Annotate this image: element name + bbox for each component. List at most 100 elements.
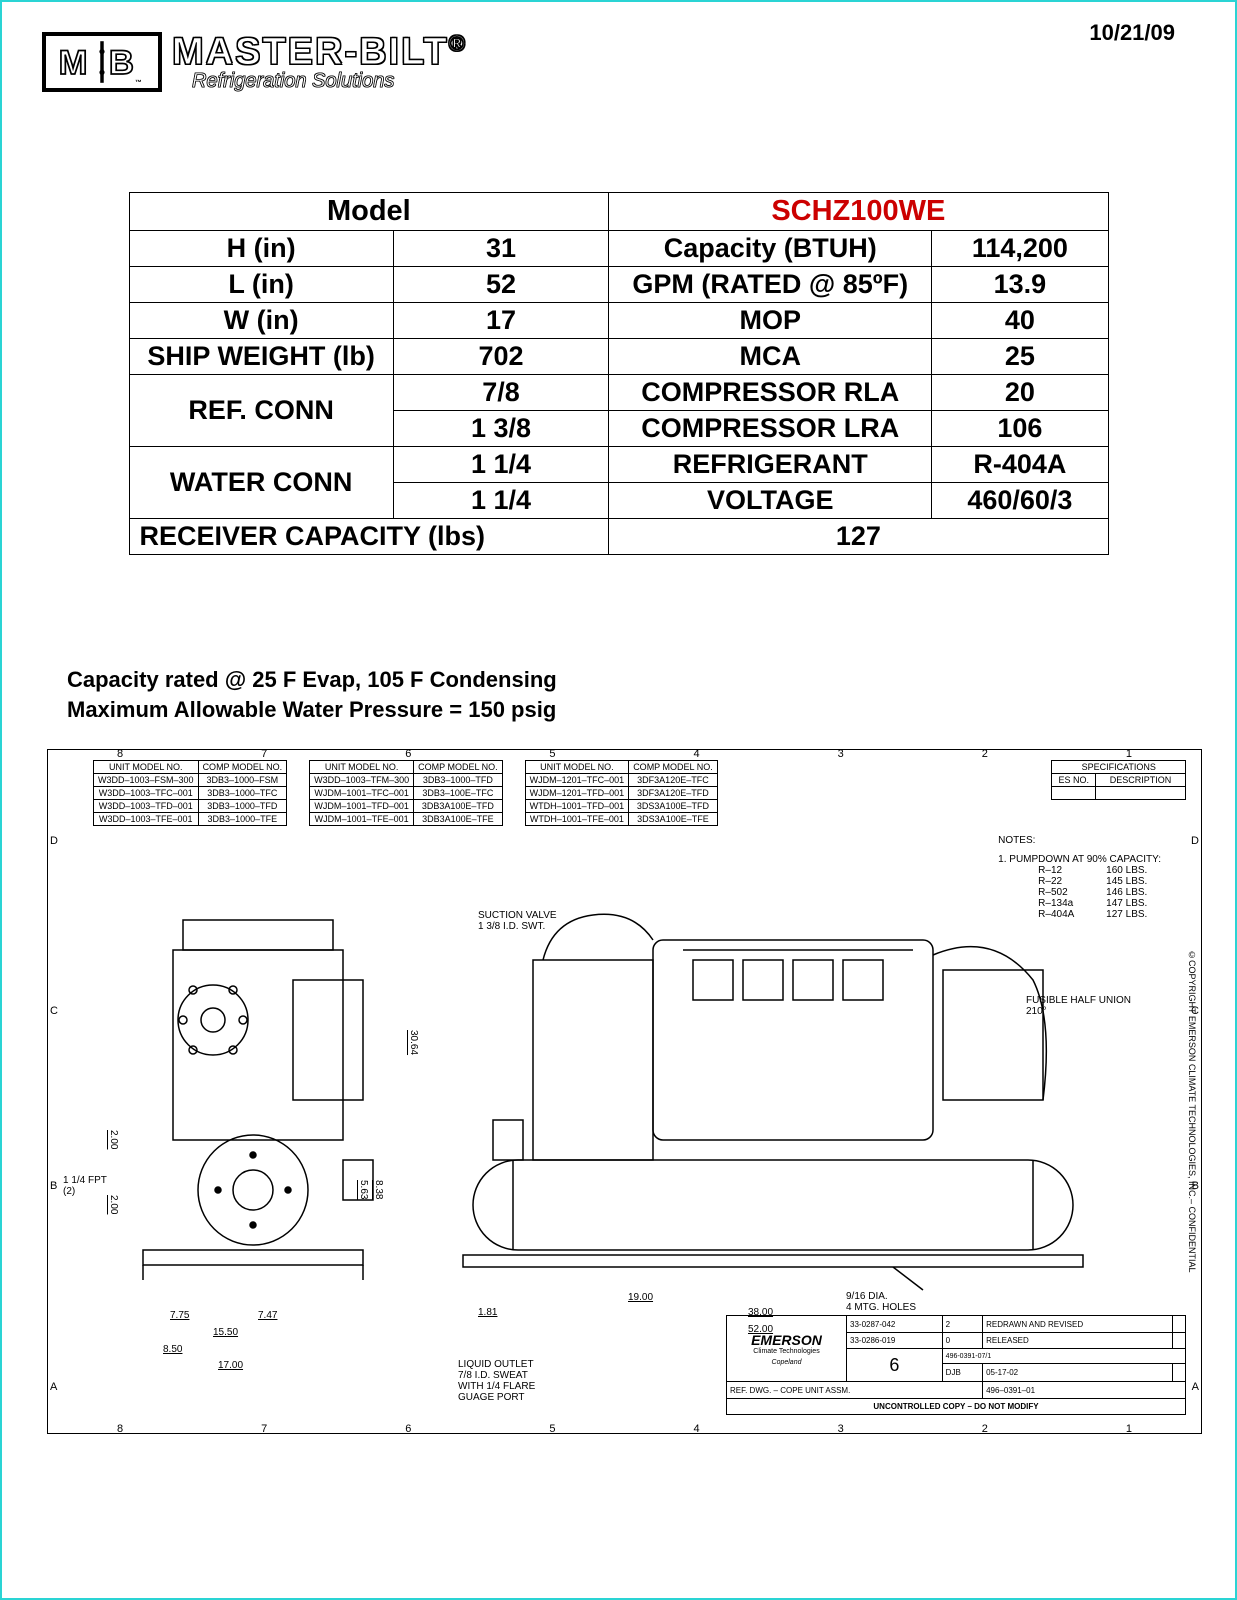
svg-text:B: B [109,44,133,82]
dim: 2.00 [108,1195,119,1214]
dwg-no: 496–0391–01 [983,1382,1186,1399]
doc-date: 10/21/09 [1089,20,1175,46]
spec-rla-val: 20 [932,375,1108,411]
spec-waterconn-1: 1 1/4 [393,447,608,483]
grid-n: 7 [261,748,267,760]
model-table: UNIT MODEL NO.COMP MODEL NO.WJDM–1201–TF… [525,760,718,826]
specs-hdr: SPECIFICATIONS [1052,761,1186,774]
notes-hdr: NOTES: [998,835,1161,846]
spec-w-val: 17 [393,303,608,339]
grid-l: A [50,1381,57,1393]
spec-gpm-lbl: GPM (RATED @ 85ºF) [609,267,932,303]
spec-refrig-lbl: REFRIGERANT [609,447,932,483]
spec-mca-lbl: MCA [609,339,932,375]
spec-mop-lbl: MOP [609,303,932,339]
spec-cap-val: 114,200 [932,231,1108,267]
spec-l-val: 52 [393,267,608,303]
spec-refconn-1: 7/8 [393,375,608,411]
model-table: UNIT MODEL NO.COMP MODEL NO.W3DD–1003–FS… [93,760,287,826]
model-table: UNIT MODEL NO.COMP MODEL NO.W3DD–1003–TF… [309,760,503,826]
grid-bot: 8 7 6 5 4 3 2 1 [48,1423,1201,1435]
dim: 19.00 [628,1292,653,1303]
dim: 8.50 [163,1344,182,1355]
rev-desc: RELEASED [983,1332,1173,1349]
grid-l: D [1191,835,1199,847]
spec-refrig-val: R-404A [932,447,1108,483]
engineering-drawing: 8 7 6 5 4 3 2 1 8 7 6 5 4 3 2 1 D D C C … [47,749,1202,1434]
grid-n: 5 [549,1423,555,1435]
six: 6 [847,1349,943,1382]
spec-h-lbl: H (in) [129,231,393,267]
callout-suction: SUCTION VALVE 1 3/8 I.D. SWT. [478,910,557,932]
rev: 33-0286-019 [847,1332,943,1349]
spec-volt-val: 460/60/3 [932,483,1108,519]
spec-refconn-lbl: REF. CONN [129,375,393,447]
unit-assembly-drawing [93,860,1113,1330]
svg-text:M: M [59,44,86,82]
brand: Copeland [730,1359,843,1366]
rev-desc: REDRAWN AND REVISED [983,1316,1173,1333]
note-line-2: Maximum Allowable Water Pressure = 150 p… [67,695,1195,725]
callout-liquid: LIQUID OUTLET 7/8 I.D. SWEAT WITH 1/4 FL… [458,1359,535,1403]
spec-h-val: 31 [393,231,608,267]
spec-receiver-val: 127 [609,519,1108,555]
fmt: 496-0391-07/1 [942,1349,1185,1364]
spec-l-lbl: L (in) [129,267,393,303]
dim: 2.00 [108,1130,119,1149]
spec-ship-val: 702 [393,339,608,375]
grid-l: D [50,835,58,847]
note-line-1: Capacity rated @ 25 F Evap, 105 F Conden… [67,665,1195,695]
spec-receiver-lbl: RECEIVER CAPACITY (lbs) [129,519,609,555]
specs-col: DESCRIPTION [1096,774,1186,787]
model-number-tables: UNIT MODEL NO.COMP MODEL NO.W3DD–1003–FS… [93,760,718,826]
brand-tagline: Refrigeration Solutions [192,71,467,91]
spec-ship-lbl: SHIP WEIGHT (lb) [129,339,393,375]
grid-l: C [50,1005,58,1017]
spec-volt-lbl: VOLTAGE [609,483,932,519]
callout-fusible: FUSIBLE HALF UNION 210° [1026,995,1131,1017]
trademark: ® [449,31,467,56]
spec-gpm-val: 13.9 [932,267,1108,303]
spec-w-lbl: W (in) [129,303,393,339]
spec-mop-val: 40 [932,303,1108,339]
page: 10/21/09 M B ™ MASTER-BILT® Refrigeratio… [0,0,1237,1600]
grid-top: 8 7 6 5 4 3 2 1 [48,748,1201,760]
spec-lra-lbl: COMPRESSOR LRA [609,411,932,447]
callout-fpt: 1 1/4 FPT (2) [63,1175,107,1197]
grid-n: 5 [549,748,555,760]
uncontrolled: UNCONTROLLED COPY – DO NOT MODIFY [727,1398,1186,1415]
dim: 17.00 [218,1360,243,1371]
spec-waterconn-lbl: WATER CONN [129,447,393,519]
grid-n: 3 [838,748,844,760]
specifications-block: SPECIFICATIONS ES NO.DESCRIPTION [1051,760,1186,800]
grid-l: A [1192,1381,1199,1393]
grid-n: 8 [117,1423,123,1435]
specs-col: ES NO. [1052,774,1096,787]
model-label: Model [129,193,609,231]
spec-cap-lbl: Capacity (BTUH) [609,231,932,267]
spec-lra-val: 106 [932,411,1108,447]
grid-n: 4 [694,1423,700,1435]
grid-n: 6 [405,1423,411,1435]
spec-waterconn-2: 1 1/4 [393,483,608,519]
grid-n: 1 [1126,1423,1132,1435]
logo-text: MASTER-BILT® Refrigeration Solutions [172,33,467,91]
dim: 30.64 [408,1030,419,1055]
dim: 7.47 [258,1310,277,1321]
title-block: EMERSON Climate Technologies Copeland 33… [726,1315,1186,1415]
grid-n: 2 [982,1423,988,1435]
dim: 1.81 [478,1307,497,1318]
grid-n: 2 [982,748,988,760]
mfr-sub: Climate Technologies [730,1348,843,1355]
grid-n: 1 [1126,748,1132,760]
grid-n: 7 [261,1423,267,1435]
spec-rla-lbl: COMPRESSOR RLA [609,375,932,411]
copyright: ©COPYRIGHT EMERSON CLIMATE TECHNOLOGIES,… [1187,950,1197,1273]
ref-dwg: REF. DWG. – COPE UNIT ASSM. [727,1382,983,1399]
dim: 5.63 [358,1180,369,1199]
tb-date: 05-17-02 [983,1364,1173,1382]
grid-n: 8 [117,748,123,760]
grid-n: 4 [694,748,700,760]
grid-n: 6 [405,748,411,760]
rating-notes: Capacity rated @ 25 F Evap, 105 F Conden… [67,665,1195,724]
